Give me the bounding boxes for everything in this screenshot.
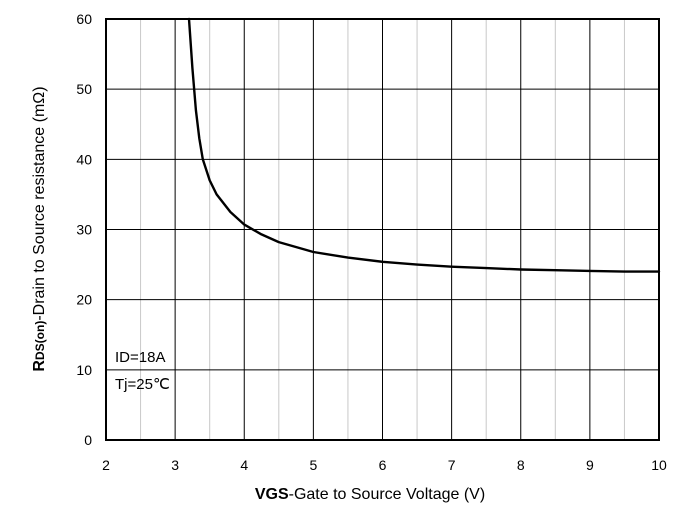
x-axis-title-bold: VGS — [255, 486, 289, 503]
x-tick-labels: 2 3 4 5 6 7 8 9 10 — [102, 457, 667, 473]
y-axis-title-subscript: DS(on) — [33, 321, 47, 360]
y-tick-label: 50 — [76, 81, 92, 97]
x-tick-label: 9 — [586, 457, 594, 473]
annotation-drain-current: ID=18A — [115, 349, 165, 366]
y-axis-title-text: -Drain to Source resistance (mΩ) — [31, 86, 48, 320]
x-tick-label: 6 — [379, 457, 387, 473]
x-tick-label: 5 — [309, 457, 317, 473]
x-tick-label: 2 — [102, 457, 110, 473]
x-tick-label: 3 — [171, 457, 179, 473]
rdson-curve-line — [187, 17, 661, 273]
y-axis-title-bold: R — [31, 360, 48, 372]
y-tick-label: 0 — [84, 432, 92, 448]
y-tick-labels: 0 10 20 30 40 50 60 — [76, 11, 92, 448]
series-layer — [187, 17, 661, 273]
y-tick-label: 30 — [76, 222, 92, 238]
plot-border — [105, 18, 660, 441]
x-tick-label: 7 — [448, 457, 456, 473]
y-tick-label: 60 — [76, 11, 92, 27]
y-tick-label: 10 — [76, 362, 92, 378]
x-tick-label: 10 — [651, 457, 667, 473]
major-gridlines — [106, 19, 659, 440]
x-axis-title: VGS-Gate to Source Voltage (V) — [255, 486, 485, 503]
y-tick-label: 20 — [76, 292, 92, 308]
x-tick-label: 4 — [240, 457, 248, 473]
y-tick-label: 40 — [76, 151, 92, 167]
y-axis-title: RDS(on)-Drain to Source resistance (mΩ) — [31, 86, 48, 371]
x-tick-label: 8 — [517, 457, 525, 473]
annotation-junction-temperature: Tj=25℃ — [115, 376, 170, 393]
x-axis-title-text: -Gate to Source Voltage (V) — [289, 486, 486, 503]
